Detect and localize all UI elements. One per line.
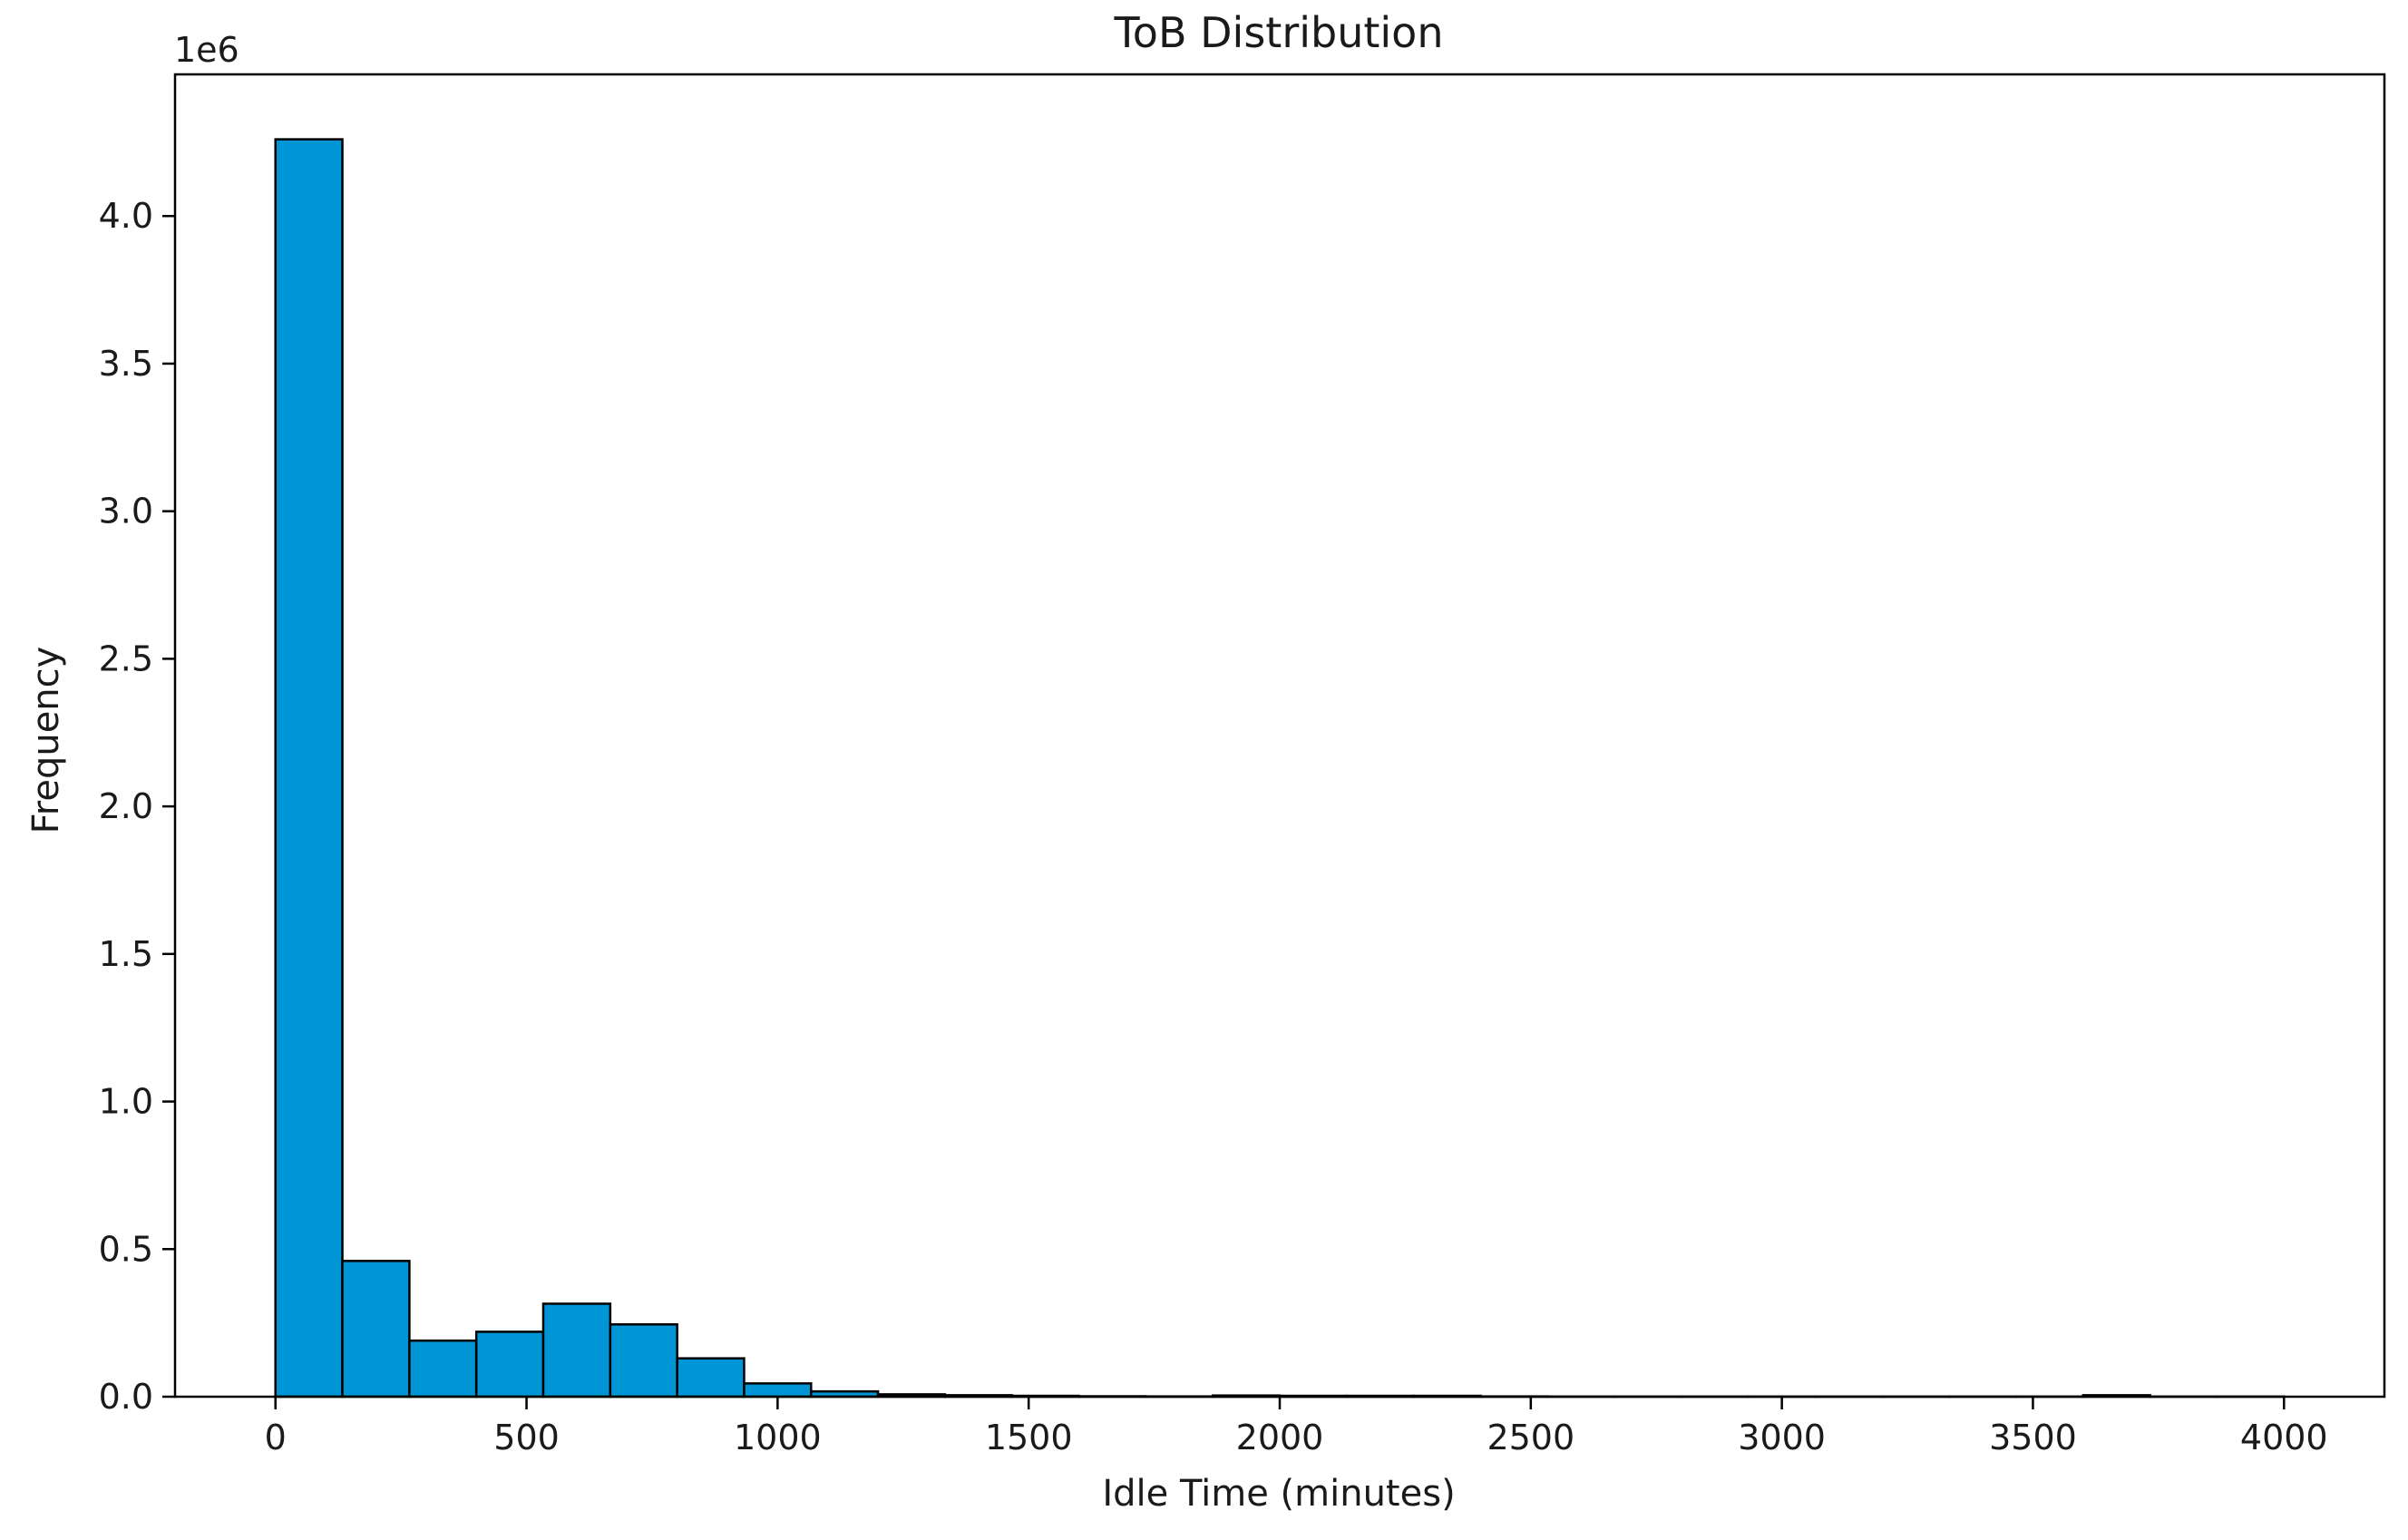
histogram-bar [408,1339,478,1399]
x-tick-label: 2000 [1236,1418,1324,1457]
chart-title: ToB Distribution [1114,8,1444,57]
histogram-bars [274,138,2286,1399]
x-axis-ticks: 0 500 1000 1500 2000 2500 3000 3500 4000 [265,1397,2328,1457]
y-tick-label: 2.0 [99,786,153,826]
x-tick-label: 0 [265,1418,287,1457]
x-tick-label: 1000 [734,1418,822,1457]
y-tick-label: 3.0 [99,492,153,531]
y-tick-label: 4.0 [99,196,153,236]
x-tick-label: 2500 [1487,1418,1574,1457]
plot-area-frame [173,73,2386,1399]
histogram-bar [609,1323,678,1399]
x-tick-label: 3000 [1738,1418,1826,1457]
histogram-bar [676,1357,746,1399]
y-tick-label: 2.5 [99,638,153,678]
histogram-bar [474,1330,545,1399]
histogram-bar [743,1382,813,1399]
y-tick-label: 1.5 [99,934,153,974]
histogram-bar [274,138,344,1399]
y-tick-label: 0.0 [99,1377,153,1417]
x-tick-label: 500 [493,1418,560,1457]
y-tick-label: 3.5 [99,344,153,384]
histogram-bar [541,1302,612,1399]
x-tick-label: 1500 [985,1418,1073,1457]
y-axis-ticks: 0.0 0.5 1.0 1.5 2.0 2.5 3.0 3.5 4.0 [99,196,175,1417]
y-tick-label: 1.0 [99,1082,153,1122]
x-axis-label: Idle Time (minutes) [1102,1473,1455,1515]
y-axis-offset-label: 1e6 [174,30,239,70]
x-tick-label: 3500 [1989,1418,2077,1457]
x-tick-label: 4000 [2240,1418,2328,1457]
y-axis-label: Frequency [25,647,67,834]
histogram-bar [341,1260,411,1399]
y-tick-label: 0.5 [99,1229,153,1269]
